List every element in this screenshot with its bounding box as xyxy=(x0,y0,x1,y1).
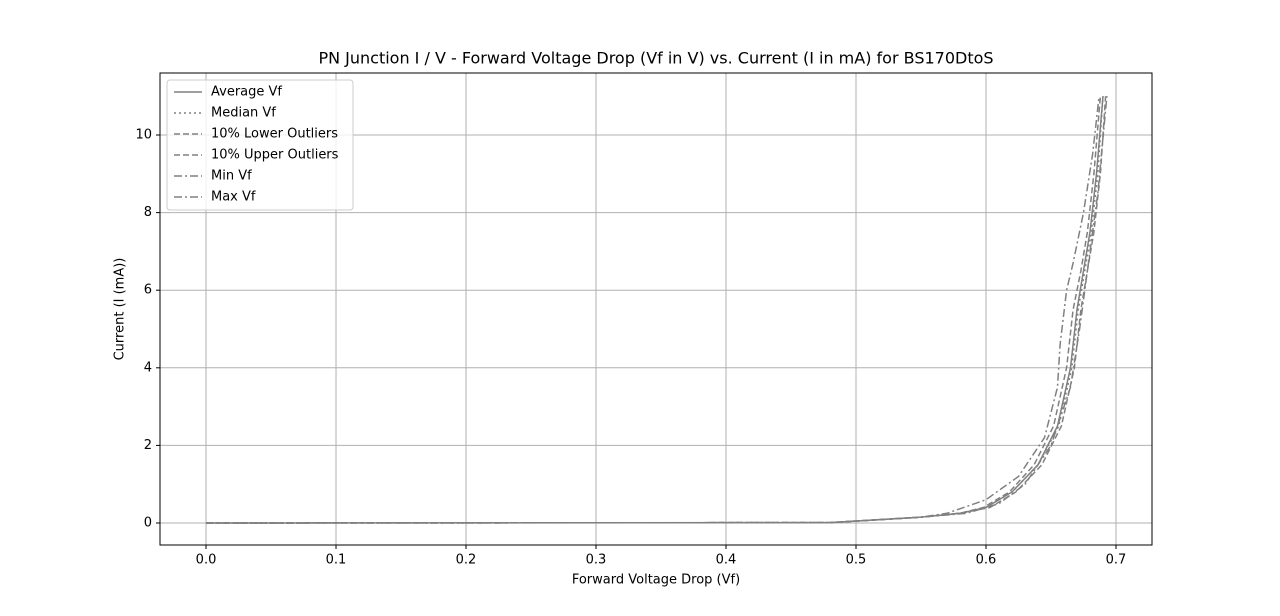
plot-frame xyxy=(159,72,1153,546)
x-axis-label: Forward Voltage Drop (Vf) xyxy=(572,573,740,588)
x-tick-label: 0.5 xyxy=(846,553,867,568)
y-tick-label: 2 xyxy=(144,438,152,453)
y-tick-label: 0 xyxy=(144,516,152,531)
legend-label: 10% Upper Outliers xyxy=(211,148,339,163)
x-tick-label: 0.1 xyxy=(326,553,347,568)
y-tick-label: 10 xyxy=(135,128,152,143)
x-tick-label: 0.3 xyxy=(586,553,607,568)
legend-label: Max Vf xyxy=(211,190,256,205)
legend-label: 10% Lower Outliers xyxy=(211,127,338,142)
y-tick-label: 6 xyxy=(144,283,152,298)
x-tick-label: 0.6 xyxy=(976,553,997,568)
x-tick-label: 0.4 xyxy=(716,553,737,568)
legend-label: Average Vf xyxy=(211,85,282,100)
legend-label: Min Vf xyxy=(211,169,252,184)
data-line xyxy=(206,96,1107,524)
data-line xyxy=(206,96,1100,524)
legend-label: Median Vf xyxy=(211,106,276,121)
y-tick-label: 8 xyxy=(144,205,152,220)
x-tick-label: 0.7 xyxy=(1106,553,1127,568)
legend-box xyxy=(166,79,354,211)
y-tick-label: 4 xyxy=(144,360,152,375)
data-line xyxy=(206,96,1108,524)
x-tick-label: 0.2 xyxy=(456,553,477,568)
x-tick-label: 0.0 xyxy=(196,553,217,568)
y-axis-label: Current (I (mA)) xyxy=(113,258,128,361)
chart-title: PN Junction I / V - Forward Voltage Drop… xyxy=(318,49,993,68)
